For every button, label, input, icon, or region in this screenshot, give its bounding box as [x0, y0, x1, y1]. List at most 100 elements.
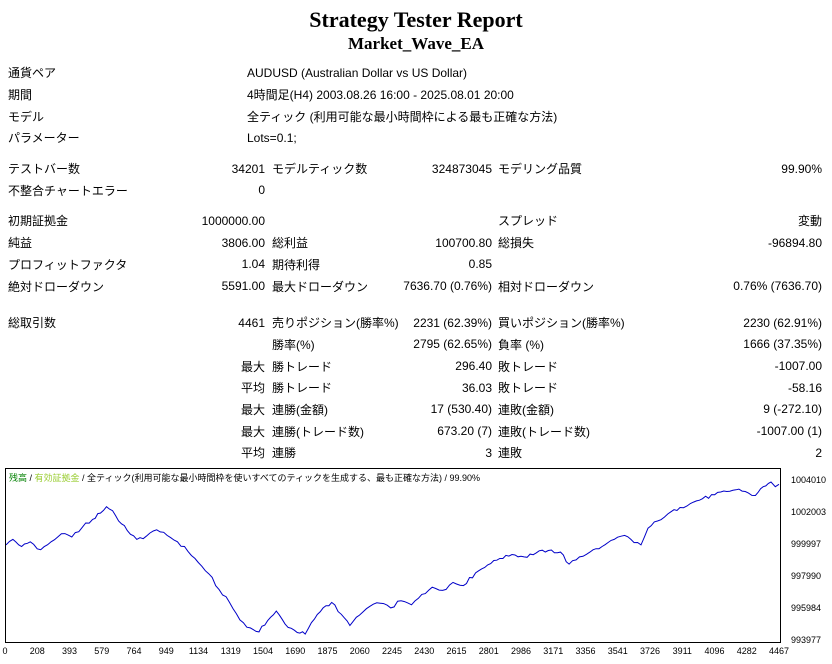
legend-text: 残高	[9, 472, 28, 483]
stat-label: モデルティック数	[272, 162, 368, 177]
info-label: パラメーター	[8, 131, 80, 146]
stat-label: 純益	[8, 236, 33, 251]
stat-value: 7636.70 (0.76%)	[403, 279, 492, 294]
stat-value: 2795 (62.65%)	[413, 337, 492, 352]
balance-line	[6, 481, 780, 635]
stat-row: 不整合チャートエラー 0	[0, 179, 832, 201]
info-label: モデル	[8, 109, 45, 124]
stat-label: 連勝(トレード数)	[272, 424, 364, 439]
x-axis-label: 4096	[704, 645, 725, 656]
info-value: Lots=0.1;	[247, 130, 297, 145]
stat-label: 最大ドローダウン	[272, 279, 369, 294]
stat-value: 296.40	[455, 359, 492, 374]
info-row: パラメーター Lots=0.1;	[0, 127, 832, 149]
legend-text: / 全ティック(利用可能な最小時間枠を使いすべてのティックを生成する、最も正確な…	[79, 472, 481, 483]
info-row: 期間 4時間足(H4) 2003.08.26 16:00 - 2025.08.01…	[0, 84, 832, 106]
balance-chart-plot: 残高 / 有効証拠金 / 全ティック(利用可能な最小時間枠を使いすべてのティック…	[5, 467, 781, 643]
stat-value: 2230 (62.91%)	[743, 315, 822, 330]
stat-row: 初期証拠金 1000000.00 スプレッド 変動	[0, 210, 832, 232]
stat-row: 最大 勝トレード 296.40 敗トレード -1007.00	[0, 355, 832, 377]
stat-row: 最大 連勝(トレード数) 673.20 (7) 連敗(トレード数) -1007.00 (…	[0, 420, 832, 442]
stat-value: 1.04	[241, 257, 265, 272]
x-axis-label: 1319	[220, 645, 241, 656]
stat-label: プロフィットファクタ	[8, 257, 128, 272]
info-row: 通貨ペア AUDUSD (Australian Dollar vs US Doll…	[0, 62, 832, 84]
y-axis-label: 995984	[791, 602, 822, 613]
stat-value: 17 (530.40)	[430, 402, 492, 417]
x-axis-label: 3356	[575, 645, 596, 656]
stat-value: 最大	[240, 359, 265, 374]
stat-label: 絶対ドローダウン	[8, 279, 105, 294]
stat-value: 34201	[231, 161, 265, 176]
x-axis-label: 764	[126, 645, 142, 656]
stat-label: スプレッド	[498, 214, 559, 229]
stat-label: 初期証拠金	[8, 214, 69, 229]
stat-label: 勝トレード	[272, 359, 333, 374]
strategy-tester-report: Strategy Tester Report Market_Wave_EA 通貨…	[0, 7, 832, 664]
stat-value: -58.16	[787, 380, 822, 395]
x-axis-label: 0	[2, 645, 8, 656]
stat-label: 敗トレード	[498, 381, 559, 396]
stat-value: 36.03	[461, 380, 492, 395]
stat-label: 連勝	[272, 446, 297, 461]
info-value: AUDUSD (Australian Dollar vs US Dollar)	[247, 65, 468, 80]
x-axis-label: 1504	[252, 645, 274, 656]
stat-row: 平均 勝トレード 36.03 敗トレード -58.16	[0, 377, 832, 399]
report-info-table: 通貨ペア AUDUSD (Australian Dollar vs US Doll…	[0, 62, 832, 149]
report-title: Strategy Tester Report	[309, 7, 523, 32]
stat-label: 総取引数	[8, 316, 57, 331]
x-axis-label: 3726	[639, 645, 661, 656]
x-axis-label: 1690	[285, 645, 306, 656]
x-axis-label: 949	[158, 645, 174, 656]
y-axis-label: 1002003	[791, 506, 827, 517]
stat-value: 0	[258, 183, 265, 198]
x-axis-label: 4282	[736, 645, 757, 656]
stat-value: 1000000.00	[201, 213, 265, 228]
x-axis-label: 393	[61, 645, 78, 656]
legend-text: 有効証拠金	[34, 472, 80, 483]
x-axis-label: 579	[94, 645, 110, 656]
chart-legend: 残高 / 有効証拠金 / 全ティック(利用可能な最小時間枠を使いすべてのティック…	[9, 471, 480, 484]
x-axis-label: 3171	[543, 645, 564, 656]
stat-label: 負率 (%)	[498, 337, 544, 352]
stat-value: -1007.00 (1)	[756, 424, 822, 439]
stat-value: 5591.00	[221, 279, 265, 294]
y-axis-label: 999997	[791, 538, 822, 549]
stat-label: 敗トレード	[498, 359, 559, 374]
stat-label: 連敗	[498, 446, 523, 461]
stat-value: 673.20 (7)	[437, 424, 492, 439]
x-axis-label: 4467	[768, 645, 790, 656]
stat-value: 324873045	[431, 161, 492, 176]
info-value: 4時間足(H4) 2003.08.26 16:00 - 2025.08.01 2…	[247, 88, 514, 103]
x-axis-label: 208	[29, 645, 45, 656]
stat-value: 99.90%	[781, 161, 822, 176]
stat-row: 最大 連勝(金額) 17 (530.40) 連敗(金額) 9 (-272.10)	[0, 399, 832, 421]
stat-label: モデリング品質	[498, 162, 583, 177]
stat-value: 100700.80	[435, 235, 492, 250]
info-value: 全ティック (利用可能な最小時間枠による最も正確な方法)	[247, 109, 558, 124]
stat-label: 連勝(金額)	[272, 402, 328, 417]
report-stats-table: テストバー数 34201 モデルティック数 324873045 モデリング品質 99.90…	[0, 158, 832, 464]
stat-value: -1007.00	[774, 359, 822, 374]
x-axis-label: 2986	[510, 645, 532, 656]
stat-value: 0.76% (7636.70)	[733, 279, 822, 294]
stat-label: 不整合チャートエラー	[8, 183, 128, 198]
x-axis-label: 3541	[607, 645, 628, 656]
stat-value: 平均	[240, 381, 265, 396]
stat-value: 2231 (62.39%)	[413, 315, 492, 330]
stat-label: 連敗(トレード数)	[498, 424, 590, 439]
stat-row: 平均 連勝 3 連敗 2	[0, 442, 832, 464]
stat-value: 4461	[238, 315, 265, 330]
info-row: モデル 全ティック (利用可能な最小時間枠による最も正確な方法)	[0, 105, 832, 127]
stat-value: 3806.00	[221, 235, 265, 250]
stat-value: 変動	[797, 214, 822, 229]
stat-value: 平均	[240, 446, 265, 461]
x-axis-label: 2430	[414, 645, 435, 656]
chart-y-axis: 1004010 1002003 999997 997990 995984 993977	[787, 468, 832, 645]
x-axis-label: 1875	[317, 645, 338, 656]
info-label: 期間	[8, 88, 33, 103]
report-subtitle: Market_Wave_EA	[348, 34, 484, 53]
stat-label: 期待利得	[272, 257, 321, 272]
stat-value: 0.85	[468, 257, 492, 272]
stat-value: 9 (-272.10)	[763, 402, 822, 417]
